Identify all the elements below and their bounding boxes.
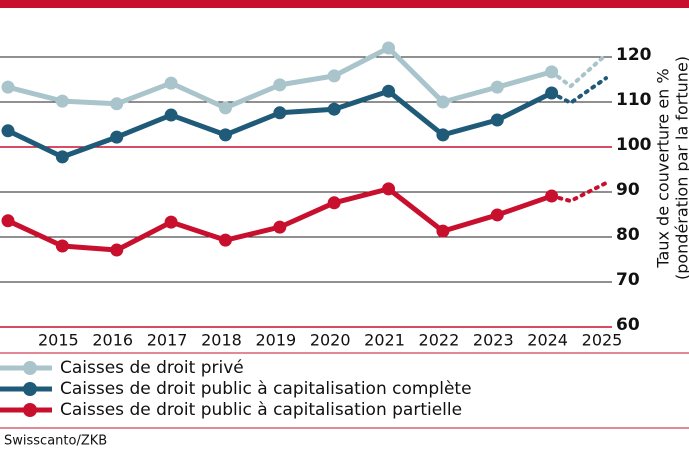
x-tick-label: 2016 [92,331,133,350]
marker [327,196,341,210]
y-tick-label: 120 [616,45,652,65]
top-bar [0,0,689,8]
marker [382,182,396,196]
projection-line [549,52,608,89]
x-tick-label: 2024 [527,331,568,350]
marker [327,102,341,116]
marker [273,106,287,120]
x-tick-label: 2021 [364,331,405,350]
marker [55,94,69,108]
marker [1,124,15,138]
marker [55,239,69,253]
marker [545,189,559,203]
x-tick-label: 2023 [473,331,514,350]
y-tick-label: 100 [616,135,652,155]
x-tick-label: 2025 [582,331,623,350]
marker [327,69,341,83]
marker [490,208,504,222]
x-tick-label: 2017 [147,331,188,350]
marker [164,215,178,229]
marker [164,76,178,90]
marker [273,78,287,92]
legend-label: Caisses de droit public à capitalisation… [60,400,462,420]
y-axis-label: (pondération par la fortune) [673,56,689,280]
marker [490,80,504,94]
projection-line [549,76,608,106]
y-tick-label: 110 [616,90,652,110]
marker [436,95,450,109]
source: Swisscanto/ZKB [4,434,107,449]
x-tick-label: 2019 [255,331,296,350]
x-tick-label: 2015 [38,331,79,350]
x-tick-label: 2022 [419,331,460,350]
y-tick-label: 90 [616,180,640,200]
legend-marker [23,403,37,417]
y-axis-label: Taux de couverture en % [654,68,673,268]
y-tick-label: 60 [616,315,640,335]
legend-marker [23,361,37,375]
marker [545,86,559,100]
marker [436,128,450,142]
marker [1,80,15,94]
y-tick-label: 80 [616,225,640,245]
marker [490,113,504,127]
marker [218,233,232,247]
marker [273,220,287,234]
x-tick-label: 2018 [201,331,242,350]
legend-label: Caisses de droit privé [60,358,244,378]
marker [164,108,178,122]
marker [382,41,396,55]
marker [110,243,124,257]
marker [545,65,559,79]
projection-line [549,181,608,204]
x-tick-label: 2020 [310,331,351,350]
y-label-group: Taux de couverture en % (pondération par… [654,56,689,280]
marker [1,214,15,228]
marker [55,150,69,164]
legend-label: Caisses de droit public à capitalisation… [60,379,472,399]
legend-marker [23,382,37,396]
marker [110,130,124,144]
marker [436,224,450,238]
series-line [6,186,553,253]
y-tick-label: 70 [616,270,640,290]
marker [382,84,396,98]
marker [218,101,232,115]
marker [110,97,124,111]
marker [218,128,232,142]
